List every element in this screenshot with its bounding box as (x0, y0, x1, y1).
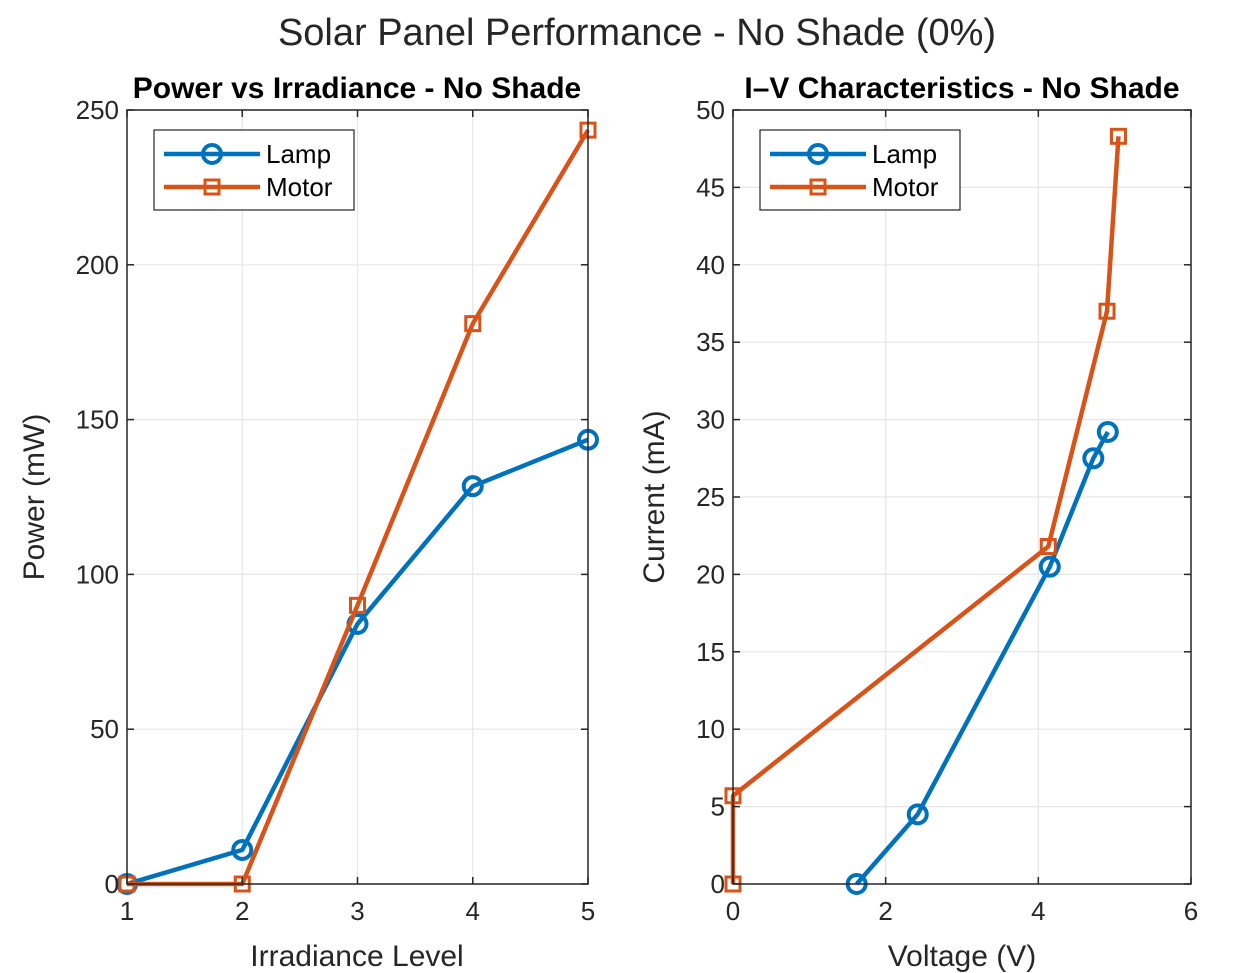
data-point-motor (349, 596, 366, 614)
legend-marker-lamp (807, 143, 829, 165)
x-tick-label: 4 (1031, 896, 1045, 926)
x-tick-label: 2 (235, 896, 249, 926)
y-tick-label: 40 (696, 250, 725, 280)
y-tick-label: 100 (76, 559, 119, 589)
y-tick-label: 20 (696, 559, 725, 589)
y-axis-label: Current (mA) (638, 410, 671, 583)
legend-label-lamp: Lamp (266, 139, 331, 169)
axes-title: Power vs Irradiance - No Shade (133, 72, 582, 105)
data-point-lamp (1096, 420, 1119, 443)
y-tick-label: 30 (696, 405, 725, 435)
series-line-lamp (126, 437, 589, 887)
y-tick-label: 10 (696, 714, 725, 744)
y-tick-label: 25 (696, 482, 725, 512)
y-tick-label: 250 (76, 95, 119, 125)
data-point-lamp (1038, 555, 1061, 578)
x-tick-label: 3 (350, 896, 364, 926)
x-tick-label: 5 (581, 896, 595, 926)
legend-label-motor: Motor (872, 172, 939, 202)
legend-box (759, 129, 961, 211)
y-tick-label: 200 (76, 250, 119, 280)
y-tick-label: 15 (696, 637, 725, 667)
legend-label-motor: Motor (266, 172, 333, 202)
y-tick-label: 50 (696, 95, 725, 125)
y-tick-label: 0 (105, 869, 119, 899)
x-tick-label: 2 (878, 896, 892, 926)
data-point-lamp (461, 475, 484, 498)
data-point-lamp (231, 838, 254, 861)
y-axis-label: Power (mW) (18, 414, 51, 581)
x-tick-label: 6 (1184, 896, 1198, 926)
legend-label-lamp: Lamp (872, 139, 937, 169)
data-point-lamp (1082, 447, 1105, 470)
x-axis-label: Irradiance Level (250, 940, 463, 973)
x-axis-label: Voltage (V) (888, 940, 1036, 973)
x-tick-label: 4 (466, 896, 480, 926)
x-tick-label: 1 (120, 896, 134, 926)
legend-box (153, 129, 355, 211)
y-tick-label: 0 (711, 869, 725, 899)
y-tick-label: 45 (696, 172, 725, 202)
x-tick-label: 0 (726, 896, 740, 926)
data-point-motor (464, 315, 482, 333)
figure-suptitle: Solar Panel Performance - No Shade (0%) (278, 12, 996, 54)
data-point-motor (1109, 127, 1127, 145)
legend-marker-lamp (201, 143, 223, 165)
data-point-motor (1098, 302, 1116, 320)
tick-labels: 0 2 4 6 0 5 10 15 20 25 30 35 40 45 50 (696, 95, 1198, 926)
y-tick-label: 150 (76, 405, 119, 435)
legend-marker-motor (809, 178, 827, 196)
power-vs-irradiance-axes: Power vs Irradiance - No Shade 1 2 3 4 50501… (18, 72, 599, 973)
legend-marker-motor (203, 178, 221, 196)
data-point-motor (1039, 538, 1057, 556)
y-tick-label: 35 (696, 327, 725, 357)
y-tick-label: 50 (90, 714, 119, 744)
iv-characteristics-axes: I–V Characteristics - No Shade 0 2 4 6 0 5 10 1… (638, 72, 1198, 973)
data-point-lamp (906, 803, 929, 826)
y-tick-label: 5 (711, 792, 725, 822)
axes-title: I–V Characteristics - No Shade (744, 72, 1179, 105)
